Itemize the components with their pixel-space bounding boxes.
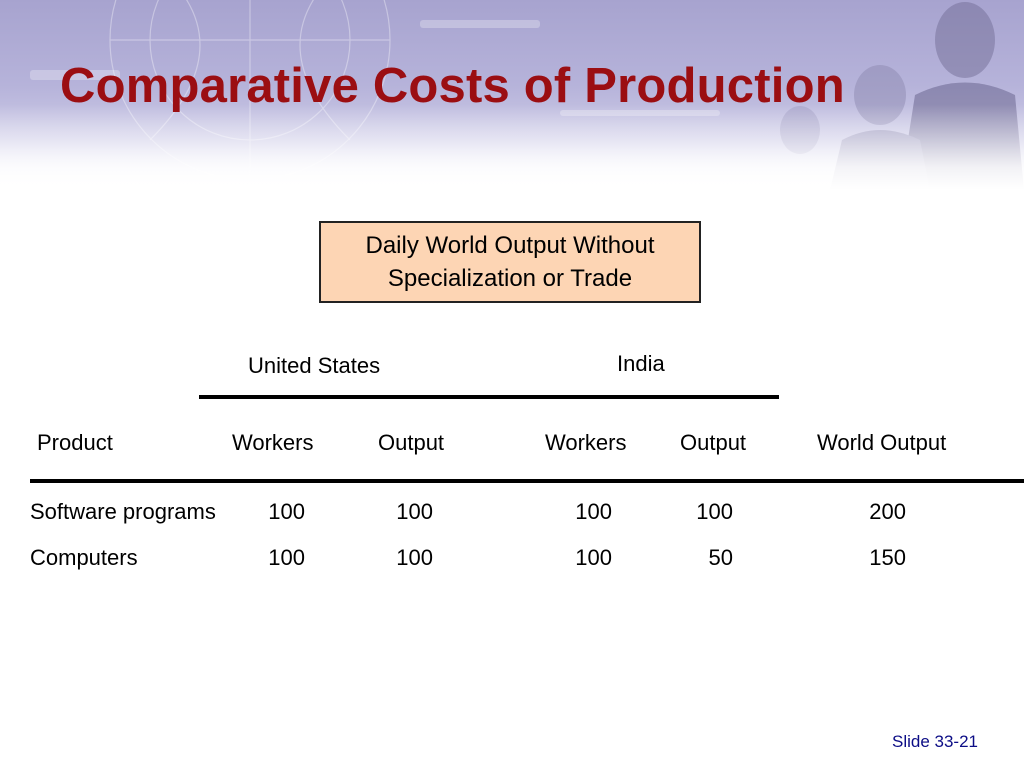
row-product: Computers: [30, 545, 138, 570]
row-world-output: 200: [869, 499, 906, 524]
group-label-united-states: United States: [248, 353, 381, 378]
header-india-output: Output: [680, 430, 747, 455]
slide-title: Comparative Costs of Production: [60, 59, 845, 113]
table-caption-box: Daily World Output Without Specializatio…: [319, 221, 701, 303]
caption-line-1: Daily World Output Without: [365, 232, 655, 259]
row-product: Software programs: [30, 499, 216, 524]
row-india-workers: 100: [575, 545, 612, 570]
row-us-output: 100: [396, 545, 433, 570]
header-india-workers: Workers: [545, 430, 627, 455]
row-india-output: 100: [696, 499, 733, 524]
header-world-output: World Output: [817, 430, 947, 455]
group-underline: [199, 395, 779, 399]
row-us-output: 100: [396, 499, 433, 524]
row-us-workers: 100: [268, 499, 305, 524]
header-banner: [0, 0, 1024, 190]
group-label-india: India: [617, 351, 665, 376]
slide-number: Slide 33-21: [891, 732, 978, 751]
row-india-output: 50: [708, 545, 733, 570]
header-underline: [30, 479, 1024, 483]
header-product: Product: [37, 430, 113, 455]
header-us-workers: Workers: [232, 430, 314, 455]
row-india-workers: 100: [575, 499, 612, 524]
banner-fade: [0, 0, 1024, 190]
header-us-output: Output: [378, 430, 445, 455]
row-world-output: 150: [869, 545, 906, 570]
caption-line-2: Specialization or Trade: [387, 265, 633, 292]
row-us-workers: 100: [268, 545, 305, 570]
